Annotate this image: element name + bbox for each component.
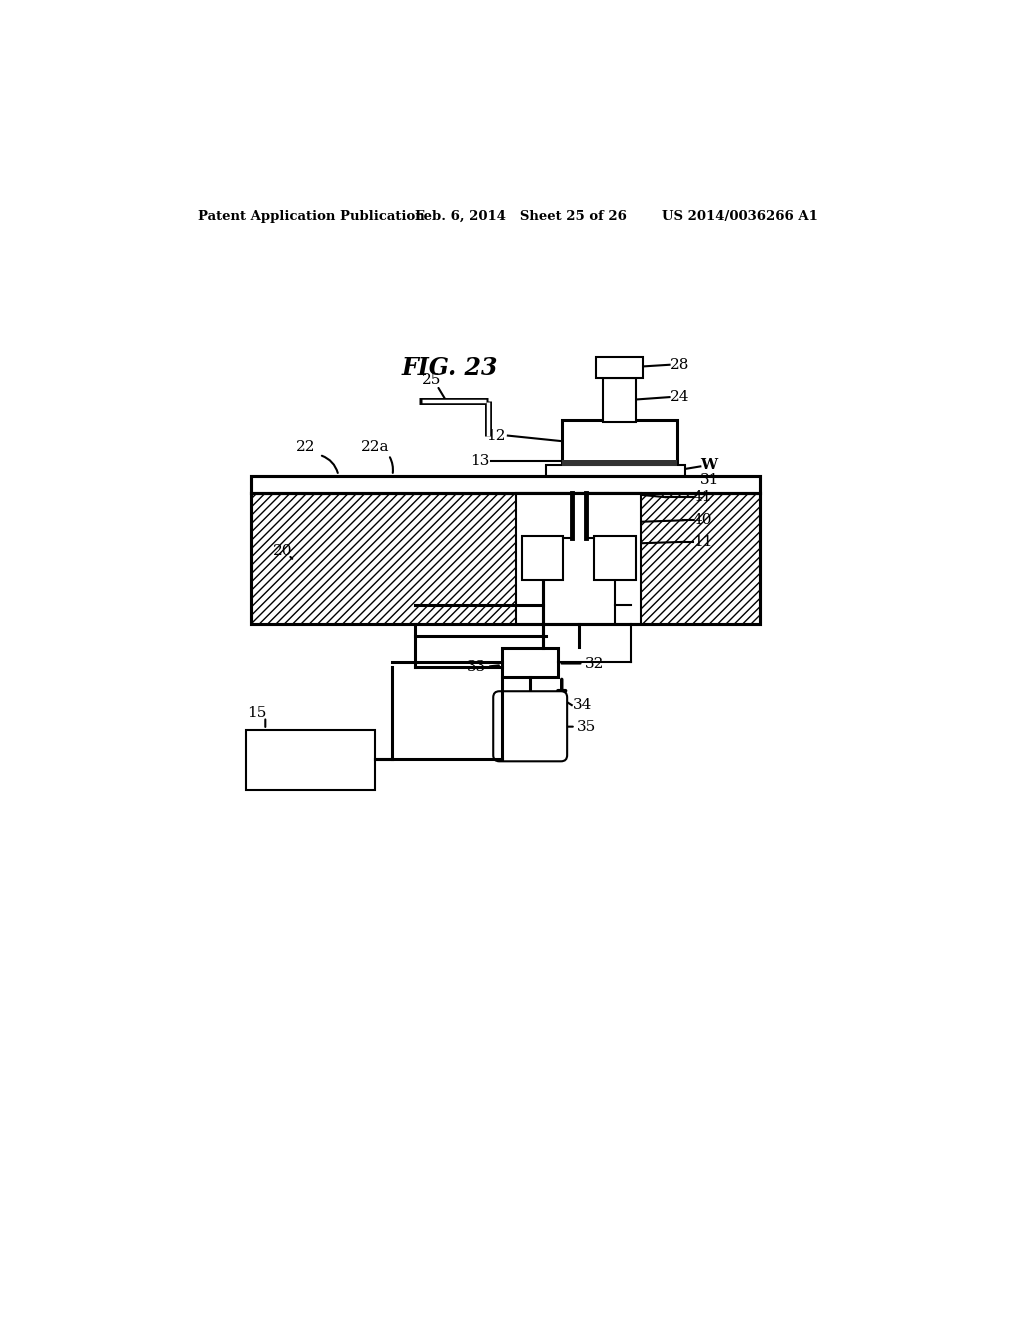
Text: Patent Application Publication: Patent Application Publication [199, 210, 425, 223]
Bar [252, 494, 761, 624]
Text: 41: 41 [692, 490, 712, 504]
Text: W: W [700, 458, 718, 471]
Text: 31: 31 [700, 474, 720, 487]
Bar [562, 461, 677, 466]
Bar [252, 475, 761, 494]
Text: 15: 15 [248, 706, 267, 719]
Text: 32: 32 [585, 656, 604, 671]
Text: 25: 25 [422, 374, 441, 387]
Bar [602, 378, 637, 422]
Text: 34: 34 [573, 698, 593, 711]
Bar [515, 494, 641, 624]
Text: 28: 28 [670, 358, 689, 372]
Bar [521, 536, 563, 581]
Text: 20: 20 [273, 544, 293, 558]
Bar [547, 465, 685, 475]
FancyBboxPatch shape [494, 692, 567, 762]
Text: 12: 12 [486, 429, 506, 442]
Bar [562, 420, 677, 466]
Text: 35: 35 [578, 719, 596, 734]
Bar [246, 730, 376, 789]
Bar [596, 358, 643, 378]
Text: 22a: 22a [361, 440, 390, 454]
Bar [503, 648, 558, 677]
Text: Feb. 6, 2014   Sheet 25 of 26: Feb. 6, 2014 Sheet 25 of 26 [416, 210, 628, 223]
Bar [594, 536, 636, 581]
Bar [252, 494, 761, 624]
Text: US 2014/0036266 A1: US 2014/0036266 A1 [662, 210, 818, 223]
Text: 22: 22 [296, 440, 315, 454]
Text: 24: 24 [670, 391, 689, 404]
Bar [252, 475, 761, 494]
Text: 40: 40 [692, 513, 712, 527]
Text: 13: 13 [470, 454, 489, 469]
Text: FIG. 23: FIG. 23 [401, 356, 499, 380]
Text: 11: 11 [692, 535, 712, 549]
Text: 30: 30 [541, 705, 560, 718]
Text: 33: 33 [467, 660, 486, 673]
